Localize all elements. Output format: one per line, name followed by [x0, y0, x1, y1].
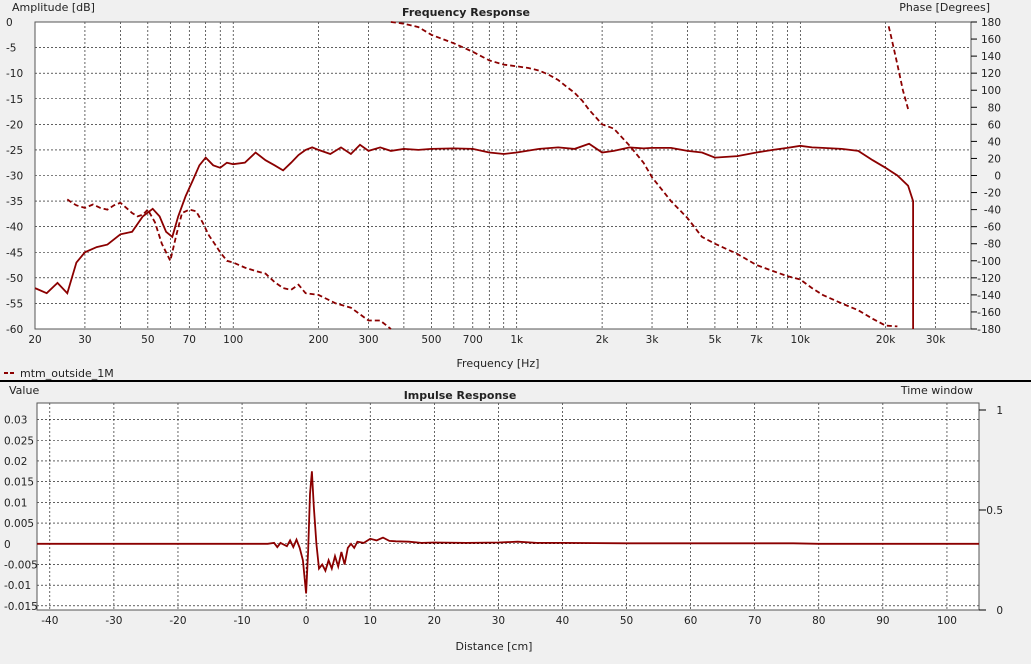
x-tick-label: 60 [684, 615, 697, 627]
y-tick-label: -5 [6, 43, 16, 55]
y-tick-label: -25 [6, 145, 23, 157]
plot-frame [36, 402, 980, 611]
x-tick-label: 100 [223, 334, 243, 346]
x-tick-label: -20 [169, 615, 186, 627]
y2-tick-label: 80 [988, 102, 1001, 114]
x-tick-label: 300 [358, 334, 378, 346]
y2-tick-label: -80 [984, 239, 1001, 251]
x-tick-label: 10 [364, 615, 377, 627]
y2-tick-label: -160 [977, 307, 1001, 319]
x-tick-label: 700 [463, 334, 483, 346]
x-tick-label: 500 [421, 334, 441, 346]
y-tick-label: 0 [6, 17, 13, 29]
plot-area [37, 403, 979, 610]
y-tick-label: -20 [6, 119, 23, 131]
y2-tick-label: 160 [981, 34, 1001, 46]
y-tick-label: -60 [6, 324, 23, 336]
x-tick-label: 20 [28, 334, 41, 346]
y2-tick-label: -60 [984, 222, 1001, 234]
phase-trace [66, 198, 392, 330]
x-tick-label: 30 [492, 615, 505, 627]
amplitude-trace [35, 142, 914, 329]
y-tick-label: -0.005 [4, 559, 38, 571]
y2-axis-label: Time window [900, 384, 973, 397]
y2-tick-label: 20 [988, 153, 1001, 165]
x-tick-label: 30 [78, 334, 91, 346]
x-tick-label: 1k [510, 334, 524, 346]
y-axis-label: Amplitude [dB] [12, 1, 95, 14]
x-tick-label: 20 [428, 615, 441, 627]
grid [37, 403, 979, 610]
section-divider [0, 380, 1031, 382]
y-tick-label: 0.015 [4, 477, 34, 489]
y-tick-label: -0.015 [4, 601, 38, 613]
y2-tick-label: 140 [981, 51, 1001, 63]
phase-trace [887, 26, 909, 110]
y-tick-label: 0.03 [4, 415, 27, 427]
x-tick-label: 3k [646, 334, 660, 346]
y-tick-label: 0.025 [4, 435, 34, 447]
y2-tick-label: -40 [984, 205, 1001, 217]
x-tick-label: 10k [791, 334, 811, 346]
x-tick-label: 30k [926, 334, 946, 346]
y2-tick-label: -100 [977, 256, 1001, 268]
x-tick-label: 100 [937, 615, 957, 627]
y2-tick-label: 0 [994, 171, 1001, 183]
y2-tick-label: -180 [977, 324, 1001, 336]
x-tick-label: 2k [596, 334, 610, 346]
x-tick-label: 20k [876, 334, 896, 346]
x-tick-label: 5k [709, 334, 723, 346]
x-tick-label: -10 [233, 615, 250, 627]
y2-tick-label: -140 [977, 290, 1001, 302]
x-tick-label: 50 [141, 334, 154, 346]
x-axis-label: Distance [cm] [456, 640, 533, 653]
y2-tick-label: 60 [988, 119, 1001, 131]
y2-tick-label: 180 [981, 17, 1001, 29]
y2-tick-label: 0.5 [986, 505, 1003, 517]
x-tick-label: 0 [303, 615, 310, 627]
y2-tick-label: 0 [996, 605, 1003, 617]
y-tick-label: 0.005 [4, 518, 34, 530]
x-tick-label: 80 [812, 615, 825, 627]
x-tick-label: 50 [620, 615, 633, 627]
y-tick-label: -15 [6, 94, 23, 106]
y2-tick-label: 40 [988, 136, 1001, 148]
chart-title: Frequency Response [402, 6, 530, 19]
y2-tick-label: -120 [977, 273, 1001, 285]
x-tick-label: 200 [309, 334, 329, 346]
y-tick-label: -10 [6, 68, 23, 80]
y-tick-label: -0.01 [4, 580, 31, 592]
y-tick-label: -35 [6, 196, 23, 208]
y-tick-label: -45 [6, 247, 23, 259]
y-tick-label: 0.02 [4, 456, 27, 468]
y-tick-label: -55 [6, 298, 23, 310]
impulse-trace [37, 471, 979, 594]
y2-tick-label: -20 [984, 188, 1001, 200]
chart-title: Impulse Response [404, 389, 517, 402]
y-tick-label: -40 [6, 222, 23, 234]
frequency-response-chart: 20 30 50 70 100 200 300 500 700 1k 2k 3k 5k 7k 10k 20k 3… [4, 1, 1001, 380]
y-tick-label: 0.01 [4, 497, 27, 509]
x-tick-label: -40 [41, 615, 58, 627]
x-tick-label: 70 [183, 334, 196, 346]
x-tick-label: -30 [105, 615, 122, 627]
y2-tick-label: 1 [996, 405, 1003, 417]
y2-axis-label: Phase [Degrees] [899, 1, 990, 14]
y-axis-label: Value [9, 384, 39, 397]
y-tick-label: -30 [6, 171, 23, 183]
x-axis-label: Frequency [Hz] [457, 357, 540, 370]
y2-tick-label: 100 [981, 85, 1001, 97]
x-tick-label: 7k [750, 334, 764, 346]
y-tick-label: -50 [6, 273, 23, 285]
legend-label: mtm_outside_1M [20, 367, 114, 380]
x-tick-label: 40 [556, 615, 569, 627]
y2-tick-label: 120 [981, 68, 1001, 80]
impulse-response-chart: -40 -30 -20 -10 0 10 20 30 40 50 60 70 80 90 1000.030.… [4, 384, 1003, 653]
x-tick-label: 70 [748, 615, 761, 627]
x-tick-label: 90 [876, 615, 889, 627]
phase-trace [390, 21, 898, 328]
y-tick-label: 0 [4, 539, 11, 551]
